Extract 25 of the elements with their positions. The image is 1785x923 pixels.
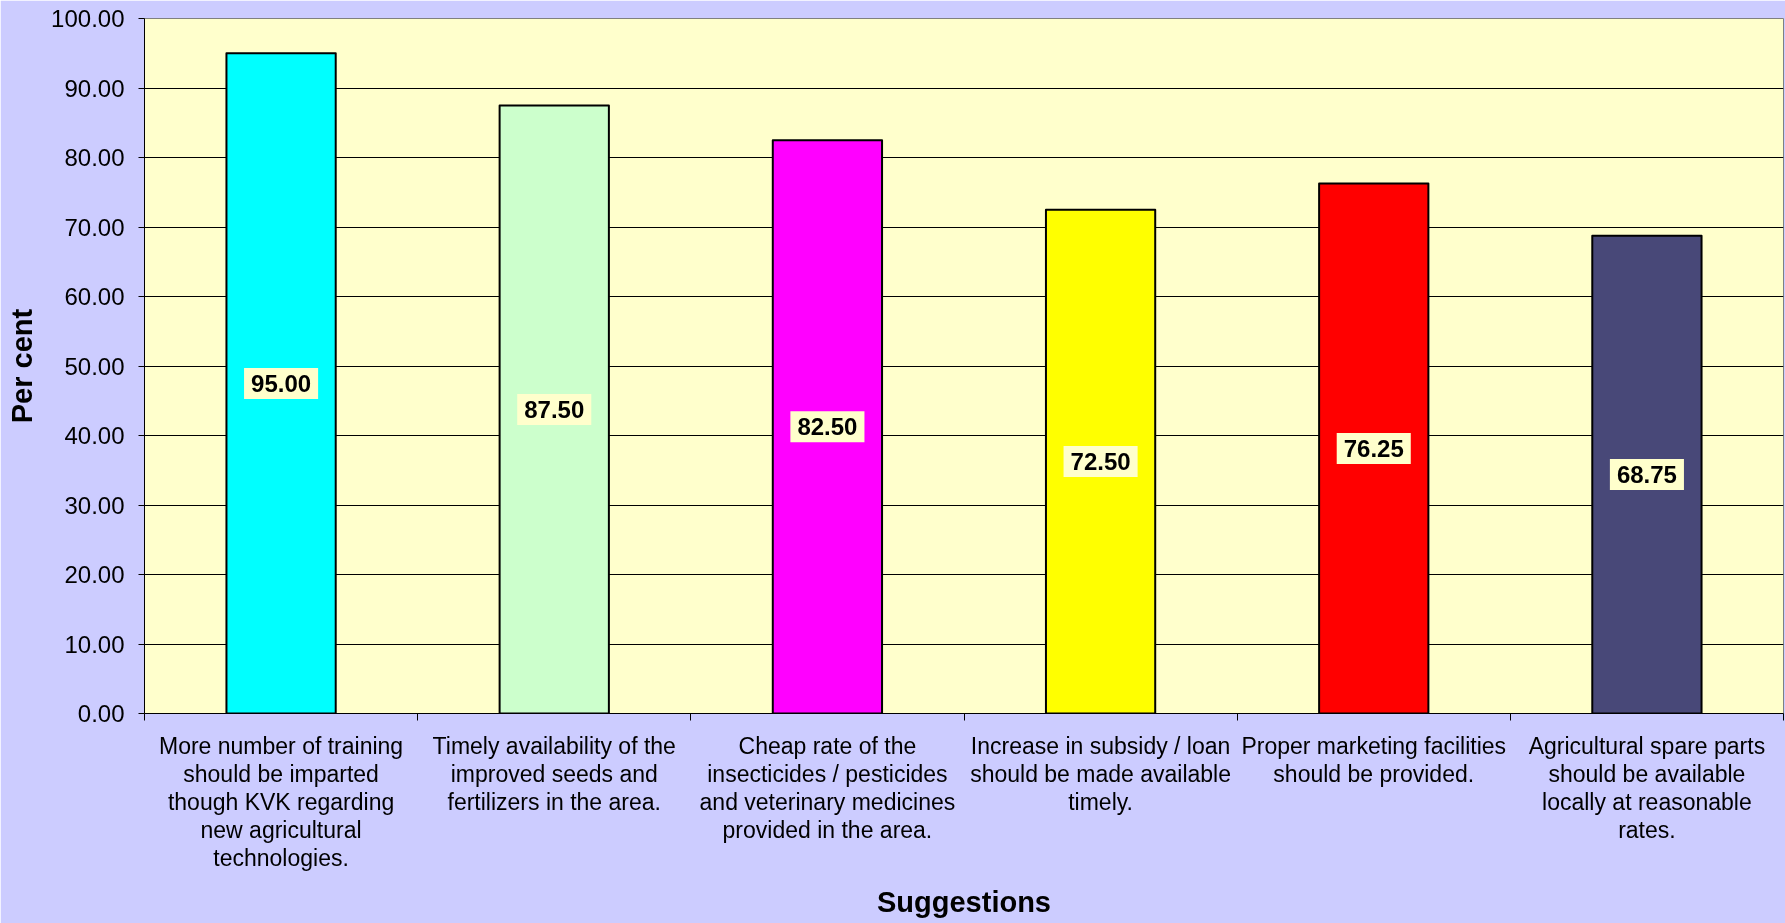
- y-tick-label: 60.00: [64, 283, 125, 310]
- x-tick-label: Increase in subsidy / loan should be made available timely.: [970, 732, 1232, 815]
- y-tick-label: 50.00: [64, 352, 125, 380]
- data-label: 82.50: [797, 413, 858, 441]
- y-tick-label: 80.00: [64, 144, 125, 171]
- data-label: 68.75: [1616, 461, 1677, 489]
- y-tick-label: 30.00: [64, 491, 125, 519]
- y-tick-label: 100.00: [51, 5, 125, 32]
- y-tick-label: 70.00: [64, 213, 125, 241]
- data-label: 87.50: [524, 395, 585, 423]
- x-tick-label: More number of training should be imparted though KVK regarding new agricultural technologies.: [159, 732, 404, 871]
- x-tick-label: Cheap rate of the insecticides / pesticides and veterinary medicines provided in the area.: [699, 732, 956, 843]
- data-label: 76.25: [1343, 435, 1404, 463]
- y-tick-label: 20.00: [64, 561, 125, 588]
- y-axis-title: Per cent: [6, 308, 39, 424]
- y-tick-label: 40.00: [64, 422, 125, 449]
- x-tick-label: Proper marketing facilities should be provided.: [1241, 732, 1507, 787]
- y-tick-label: 90.00: [64, 74, 125, 102]
- x-tick-label: Agricultural spare parts should be available locally at reasonable rates.: [1528, 732, 1766, 843]
- y-tick-label: 10.00: [64, 630, 125, 658]
- x-tick-label: Timely availability of the improved seeds and fertilizers in the area.: [432, 732, 676, 815]
- y-tick-label: 0.00: [77, 700, 125, 727]
- data-label: 95.00: [251, 369, 312, 397]
- x-axis-title: Suggestions: [876, 885, 1052, 918]
- data-label: 72.50: [1070, 448, 1131, 476]
